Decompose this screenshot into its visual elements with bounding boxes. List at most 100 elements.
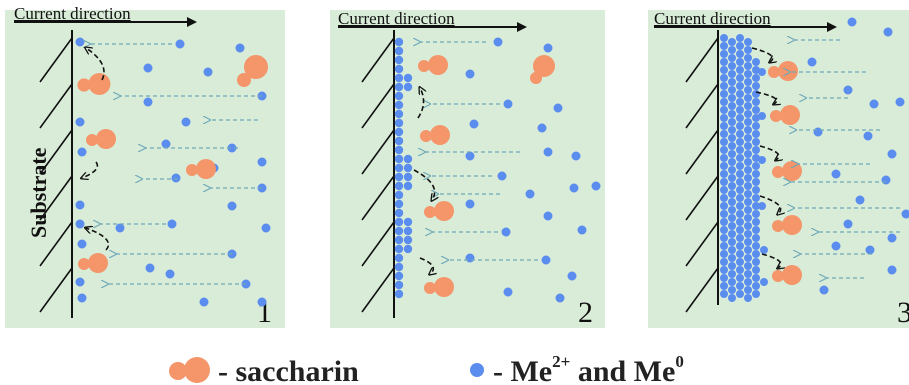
metal-ion: [895, 97, 905, 107]
metal-ion: [720, 170, 728, 178]
metal-ion: [744, 286, 752, 294]
metal-ion: [75, 37, 85, 47]
metal-ion: [744, 70, 752, 78]
metal-ion: [394, 190, 404, 200]
metal-ion: [493, 37, 503, 47]
ion-legend-icon: [470, 363, 484, 377]
saccharin-molecule: [420, 125, 450, 145]
metal-ion: [752, 122, 760, 130]
metal-ion: [901, 209, 909, 219]
adsorption-arrow: [86, 228, 110, 251]
metal-ion: [752, 226, 760, 234]
metal-ion: [227, 201, 237, 211]
saccharin-molecule: [770, 105, 800, 125]
metal-ion: [497, 171, 507, 181]
metal-ion: [887, 233, 897, 243]
metal-ion: [744, 230, 752, 238]
saccharin-large-sphere: [196, 159, 216, 179]
metal-ion: [744, 54, 752, 62]
metal-ion: [744, 102, 752, 110]
saccharin-small-sphere: [86, 134, 98, 146]
metal-ion: [394, 226, 404, 236]
metal-ion: [720, 50, 728, 58]
metal-ion: [720, 74, 728, 82]
metal-ion: [728, 150, 736, 158]
metal-ion: [720, 242, 728, 250]
metal-ion: [736, 274, 744, 282]
metal-ion: [887, 149, 897, 159]
current-direction-label: Current direction: [654, 9, 771, 28]
metal-ion: [720, 202, 728, 210]
adsorption-arrow: [86, 48, 105, 81]
metal-ion: [752, 98, 760, 106]
adsorption-arrow: [82, 161, 99, 178]
metal-ion: [863, 131, 873, 141]
hatch-line: [685, 37, 719, 83]
metal-ion: [728, 174, 736, 182]
metal-ion: [403, 172, 413, 182]
metal-ion: [394, 163, 404, 173]
metal-ion: [736, 186, 744, 194]
metal-ion: [720, 66, 728, 74]
metal-ion: [736, 282, 744, 290]
metal-ion: [728, 198, 736, 206]
metal-ion: [744, 238, 752, 246]
metal-ion: [465, 199, 475, 209]
metal-ion: [720, 194, 728, 202]
metal-ion: [571, 151, 581, 161]
metal-ion: [752, 202, 760, 210]
metal-ion: [736, 242, 744, 250]
metal-ion: [752, 178, 760, 186]
hatch-line: [685, 83, 719, 129]
metal-ion: [728, 238, 736, 246]
metal-ion: [736, 122, 744, 130]
metal-ion: [736, 50, 744, 58]
metal-ion: [758, 112, 766, 120]
metal-ion: [736, 90, 744, 98]
saccharin-large-sphere: [244, 55, 268, 79]
saccharin-large-sphere: [434, 201, 454, 221]
metal-ion: [465, 253, 475, 263]
hatch-line: [39, 129, 73, 175]
saccharin-molecule: [78, 253, 108, 273]
metal-ion: [227, 143, 237, 153]
saccharin-legend-label: - saccharin: [218, 355, 359, 385]
metal-ion: [394, 82, 404, 92]
metal-ion: [869, 99, 879, 109]
metal-ion: [261, 223, 271, 233]
metal-ion: [744, 198, 752, 206]
metal-ion: [736, 194, 744, 202]
saccharin-large-sphere: [778, 61, 798, 81]
saccharin-small-sphere: [77, 78, 91, 92]
metal-ion: [394, 235, 404, 245]
metal-ion: [257, 297, 267, 307]
metal-ion: [728, 222, 736, 230]
metal-ion: [728, 182, 736, 190]
metal-ion: [394, 100, 404, 110]
metal-ion: [394, 91, 404, 101]
metal-ion: [720, 42, 728, 50]
metal-ion: [728, 78, 736, 86]
metal-ion: [728, 62, 736, 70]
saccharin-molecule: [772, 265, 802, 285]
saccharin-molecule: [424, 277, 454, 297]
metal-ion: [503, 99, 513, 109]
metal-ion: [728, 166, 736, 174]
ion-field: [394, 37, 601, 303]
saccharin-molecule: [86, 129, 116, 149]
saccharin-small-sphere: [420, 130, 432, 142]
metal-ion: [736, 154, 744, 162]
metal-ion: [403, 163, 413, 173]
hatch-line: [685, 267, 719, 313]
metal-ion: [465, 69, 475, 79]
metal-ion: [728, 270, 736, 278]
metal-ion: [736, 34, 744, 42]
metal-ion: [537, 123, 547, 133]
metal-ion: [752, 90, 760, 98]
metal-ion: [813, 127, 823, 137]
metal-ion: [760, 246, 768, 254]
metal-ion: [167, 219, 177, 229]
ion-legend-sup-2: 0: [675, 352, 684, 371]
metal-ion: [744, 246, 752, 254]
metal-ion: [752, 218, 760, 226]
